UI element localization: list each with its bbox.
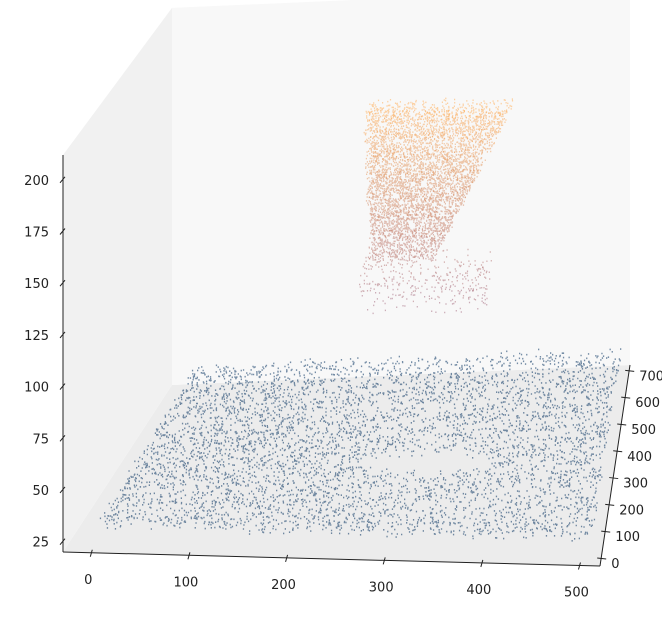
axes: 0 100 200 300 400 500 0 100 200 300 400 500 600 700 25…	[24, 155, 662, 600]
x-tick-mark-0	[89, 549, 93, 557]
x-tick-mark-200	[285, 554, 289, 562]
x-tick-label-0: 0	[84, 573, 92, 588]
data-points	[99, 97, 622, 542]
left-pane	[63, 7, 172, 552]
x-tick-mark-100	[187, 552, 191, 560]
y-tick-label-400: 400	[627, 450, 652, 465]
z-tick-mark-150	[59, 279, 66, 287]
object-points-band-5	[367, 185, 470, 221]
z-tick-label-150: 150	[24, 277, 49, 292]
y-tick-label-500: 500	[631, 423, 656, 438]
x-tick-mark-300	[382, 557, 386, 565]
x-tick-label-200: 200	[271, 578, 296, 593]
y-tick-mark-300	[609, 477, 619, 480]
z-tick-label-50: 50	[32, 484, 49, 499]
z-tick-label-75: 75	[32, 432, 49, 447]
z-tick-mark-100	[59, 383, 66, 390]
x-axis-line	[62, 551, 601, 567]
object-points-band-7	[365, 147, 486, 183]
y-tick-label-600: 600	[635, 396, 660, 411]
y-axis-line	[599, 364, 631, 567]
y-tick-mark-100	[601, 530, 611, 533]
x-tick-label-500: 500	[564, 585, 589, 600]
x-tick-label-400: 400	[466, 583, 491, 598]
x-tick-mark-500	[577, 562, 581, 570]
z-tick-mark-175	[59, 228, 66, 235]
y-tick-label-100: 100	[615, 530, 640, 545]
axis-panes	[63, 0, 630, 566]
y-tick-mark-700	[625, 369, 635, 372]
y-tick-label-200: 200	[619, 503, 644, 518]
y-tick-mark-600	[621, 396, 631, 399]
y-tick-label-0: 0	[611, 557, 619, 572]
y-tick-label-300: 300	[623, 477, 648, 492]
x-tick-label-300: 300	[369, 580, 394, 595]
object-points-band-0	[361, 285, 488, 315]
y-tick-label-700: 700	[639, 369, 662, 384]
y-tick-mark-200	[605, 503, 615, 506]
object-points-band-6	[365, 167, 479, 204]
object-points-band-9	[363, 107, 507, 144]
floor-pane	[63, 365, 630, 566]
z-tick-mark-200	[59, 176, 66, 184]
object-points-band-8	[364, 127, 498, 164]
object-points-band-1	[359, 264, 491, 303]
x-tick-mark-400	[480, 559, 484, 568]
z-tick-label-200: 200	[24, 174, 49, 189]
y-tick-mark-500	[617, 423, 627, 426]
z-tick-label-175: 175	[24, 226, 49, 241]
y-tick-mark-400	[613, 450, 623, 453]
z-tick-mark-25	[59, 538, 66, 545]
z-tick-label-100: 100	[24, 381, 49, 396]
z-tick-label-25: 25	[32, 536, 49, 551]
z-tick-mark-50	[59, 486, 66, 494]
z-tick-mark-75	[59, 434, 66, 442]
z-tick-label-125: 125	[24, 329, 49, 344]
object-points-band-10	[365, 97, 514, 125]
z-tick-mark-125	[59, 331, 66, 339]
y-tick-mark-0	[597, 557, 607, 560]
ground-points	[99, 348, 622, 542]
x-tick-label-100: 100	[174, 575, 199, 590]
